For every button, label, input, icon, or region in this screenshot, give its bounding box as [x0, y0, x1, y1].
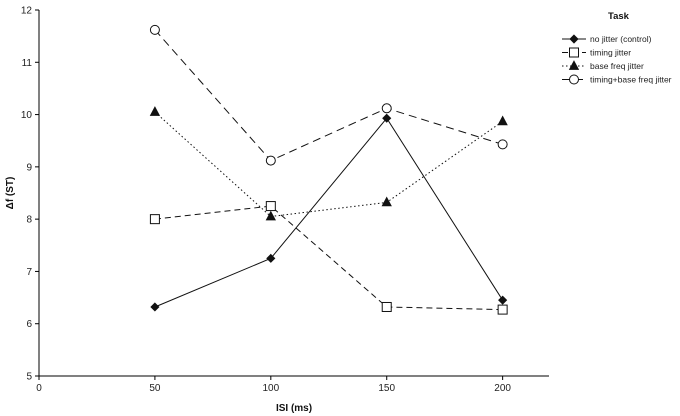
y-tick-label: 6 — [26, 319, 32, 330]
data-point — [498, 295, 508, 305]
axes: 5 6 7 8 9 10 11 12 0 50 100 150 200 ISI (ms) Δf (ST) — [5, 6, 549, 414]
series-4 — [149, 24, 508, 166]
series-1 — [150, 113, 508, 312]
legend-marker — [569, 34, 579, 44]
data-point — [266, 253, 276, 263]
x-tick-label: 50 — [149, 383, 161, 394]
y-tick-label: 12 — [21, 6, 33, 17]
data-point — [149, 24, 160, 35]
legend-title: Task — [608, 11, 630, 22]
y-tick-label: 11 — [22, 58, 33, 69]
legend-label: no jitter (control) — [590, 34, 652, 44]
legend-item: timing+base freq jitter — [562, 74, 672, 85]
data-point — [265, 210, 276, 221]
data-point — [497, 115, 508, 126]
data-point — [381, 103, 392, 114]
legend-item: base freq jitter — [562, 60, 644, 71]
x-tick-label: 200 — [494, 383, 511, 394]
legend-marker — [568, 60, 580, 70]
legend-label: base freq jitter — [590, 61, 644, 71]
x-tick-label: 150 — [378, 383, 395, 394]
y-tick-label: 8 — [26, 215, 32, 226]
data-point — [497, 304, 508, 315]
legend-item: no jitter (control) — [562, 34, 652, 44]
x-tick-label: 100 — [262, 383, 279, 394]
series-3 — [149, 106, 508, 221]
legend: Task no jitter (control) timing jitter base… — [562, 11, 672, 85]
series-2 — [149, 201, 508, 315]
legend-item: timing jitter — [562, 47, 631, 58]
series-layer — [149, 24, 508, 315]
legend-label: timing+base freq jitter — [590, 75, 672, 85]
series-line — [154, 205, 503, 311]
legend-marker — [569, 47, 579, 58]
data-point — [265, 201, 276, 212]
data-point — [381, 196, 392, 207]
series-line — [154, 29, 503, 162]
data-point — [150, 302, 160, 312]
x-axis-title: ISI (ms) — [276, 403, 312, 414]
x-tick-label: 0 — [36, 383, 42, 394]
y-tick-label: 10 — [21, 110, 33, 121]
data-point — [497, 139, 508, 150]
data-point — [382, 113, 392, 123]
series-line — [154, 117, 504, 308]
y-tick-label: 5 — [26, 372, 32, 383]
legend-marker — [569, 74, 579, 85]
data-point — [265, 155, 276, 166]
legend-label: timing jitter — [590, 48, 631, 58]
data-point — [149, 106, 161, 116]
y-tick-label: 9 — [26, 162, 32, 173]
data-point — [149, 214, 160, 225]
y-tick-label: 7 — [26, 267, 32, 278]
data-point — [381, 301, 392, 312]
y-axis-title: Δf (ST) — [5, 177, 16, 210]
